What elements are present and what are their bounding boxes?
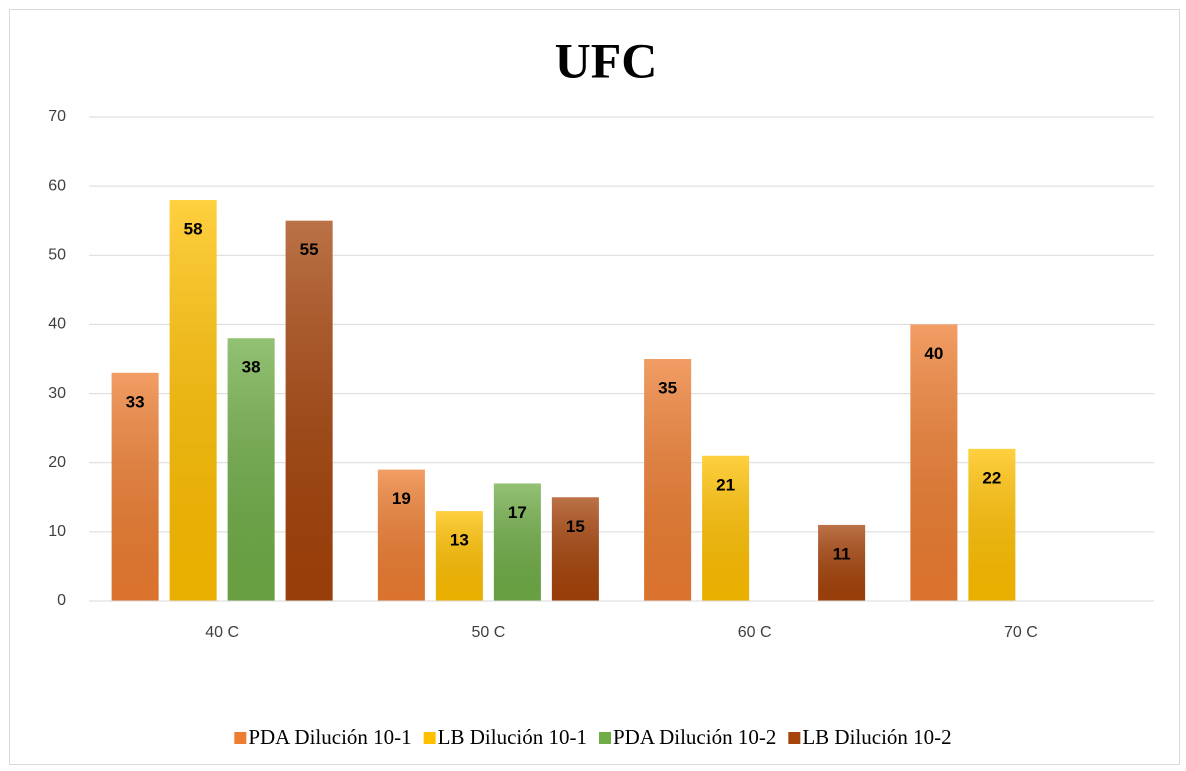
chart-title: UFC [555, 32, 658, 88]
bar-shade [227, 338, 275, 601]
data-label: 21 [716, 475, 735, 494]
data-label: 58 [184, 219, 203, 238]
data-label: 40 [924, 344, 943, 363]
x-tick-label: 40 C [205, 624, 239, 641]
bar-shade [551, 497, 599, 601]
bar-shade [169, 199, 217, 601]
bar-shade [644, 359, 692, 601]
bar-shade [377, 469, 425, 601]
y-tick-label: 50 [48, 247, 66, 264]
x-tick-label: 70 C [1004, 624, 1038, 641]
data-label: 55 [300, 240, 319, 259]
y-tick-label: 0 [57, 592, 66, 609]
legend-swatch [423, 732, 436, 744]
data-label: 38 [242, 358, 261, 377]
y-tick-label: 60 [48, 177, 66, 194]
data-label: 19 [392, 489, 411, 508]
bar-shade [493, 483, 541, 601]
bar-shade [818, 524, 866, 601]
y-tick-label: 10 [48, 523, 66, 540]
data-label: 15 [566, 517, 585, 536]
data-label: 13 [450, 531, 469, 550]
bar-shade [111, 372, 159, 601]
data-label: 11 [833, 544, 851, 563]
y-tick-label: 20 [48, 454, 66, 471]
legend-label: LB Dilución 10-2 [802, 725, 951, 749]
data-label: 35 [658, 378, 677, 397]
data-label: 33 [126, 392, 145, 411]
data-label: 22 [982, 468, 1001, 487]
legend-label: PDA Dilución 10-1 [248, 725, 411, 749]
x-tick-label: 50 C [471, 624, 505, 641]
legend-label: PDA Dilución 10-2 [613, 725, 776, 749]
legend-swatch [788, 732, 801, 744]
x-tick-label: 60 C [738, 624, 772, 641]
y-tick-label: 30 [48, 385, 66, 402]
bar-shade [435, 511, 483, 601]
bar-shade [968, 448, 1016, 601]
y-tick-label: 70 [48, 108, 66, 125]
bar-shade [910, 324, 958, 601]
bar-shade [702, 455, 750, 601]
legend-swatch [234, 732, 247, 744]
y-tick-label: 40 [48, 316, 66, 333]
legend-label: LB Dilución 10-1 [438, 725, 587, 749]
legend-swatch [599, 732, 611, 744]
data-label: 17 [508, 503, 527, 522]
bar-shade [285, 220, 333, 601]
